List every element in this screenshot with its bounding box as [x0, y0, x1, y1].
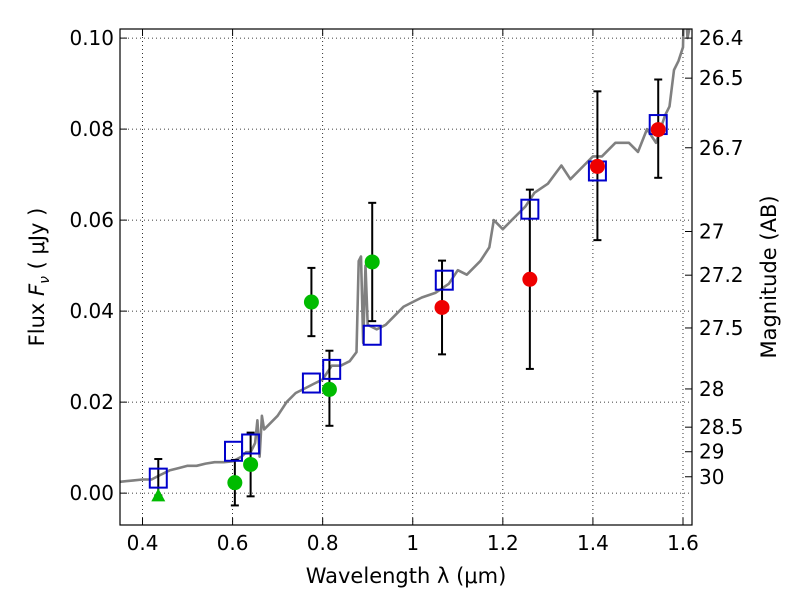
y2-tick-label: 26.4	[699, 26, 744, 50]
model-square-marker	[322, 358, 342, 380]
red-data-point	[434, 299, 450, 315]
red-data-point	[589, 158, 605, 174]
green-data-point	[364, 254, 380, 270]
y2-tick-label: 29	[699, 440, 724, 464]
y2-axis-title: Magnitude (AB)	[757, 195, 781, 358]
plot-frame	[119, 28, 693, 526]
x-tick-label: 0.4	[127, 531, 159, 555]
x-tick-label: 1.6	[667, 531, 699, 555]
model-square-marker	[241, 433, 261, 455]
y2-tick-label: 28.5	[699, 415, 744, 439]
model-spectrum-layer	[120, 29, 691, 484]
x-tick-label: 0.6	[217, 531, 249, 555]
y-tick-label: 0.10	[69, 26, 114, 50]
model-square-marker	[520, 198, 540, 220]
red-data-point	[522, 271, 538, 287]
y2-tick-label: 27	[699, 219, 724, 243]
axis-ticks: 0.4 0.6 0.8 1 1.2 1.4 1.6 0.00 0.02 0.04 0.06 0.08 0…	[69, 26, 743, 555]
x-axis-title: Wavelength λ (μm)	[306, 564, 507, 588]
model-square-marker	[301, 372, 321, 394]
y2-tick-label: 27.5	[699, 316, 744, 340]
y-tick-label: 0.00	[69, 481, 114, 505]
red-data-point	[650, 122, 666, 138]
green-data-point	[227, 475, 243, 491]
y-tick-label: 0.06	[69, 208, 114, 232]
green-triangle-marker	[151, 488, 166, 502]
green-data-point	[303, 294, 319, 310]
green-data-point	[243, 456, 259, 472]
y2-tick-label: 26.7	[699, 136, 744, 160]
model-spectrum-line	[120, 29, 691, 484]
x-tick-label: 1	[406, 531, 419, 555]
model-square-marker	[362, 324, 382, 346]
green-data-point	[321, 381, 337, 397]
x-tick-label: 1.2	[487, 531, 519, 555]
y-axis-title: Flux Fν ( μJy )	[25, 208, 53, 347]
y2-tick-label: 30	[699, 465, 724, 489]
y-tick-label: 0.04	[69, 299, 114, 323]
y-tick-label: 0.08	[69, 117, 114, 141]
y-tick-label: 0.02	[69, 390, 114, 414]
y2-tick-label: 28	[699, 377, 724, 401]
grid-lines	[120, 29, 692, 525]
model-square-marker	[148, 467, 168, 489]
y2-tick-label: 27.2	[699, 263, 744, 287]
x-tick-label: 0.8	[307, 531, 339, 555]
y2-tick-label: 26.5	[699, 66, 744, 90]
model-square-marker	[434, 269, 454, 291]
x-tick-label: 1.4	[577, 531, 609, 555]
markers-layer	[148, 114, 668, 502]
